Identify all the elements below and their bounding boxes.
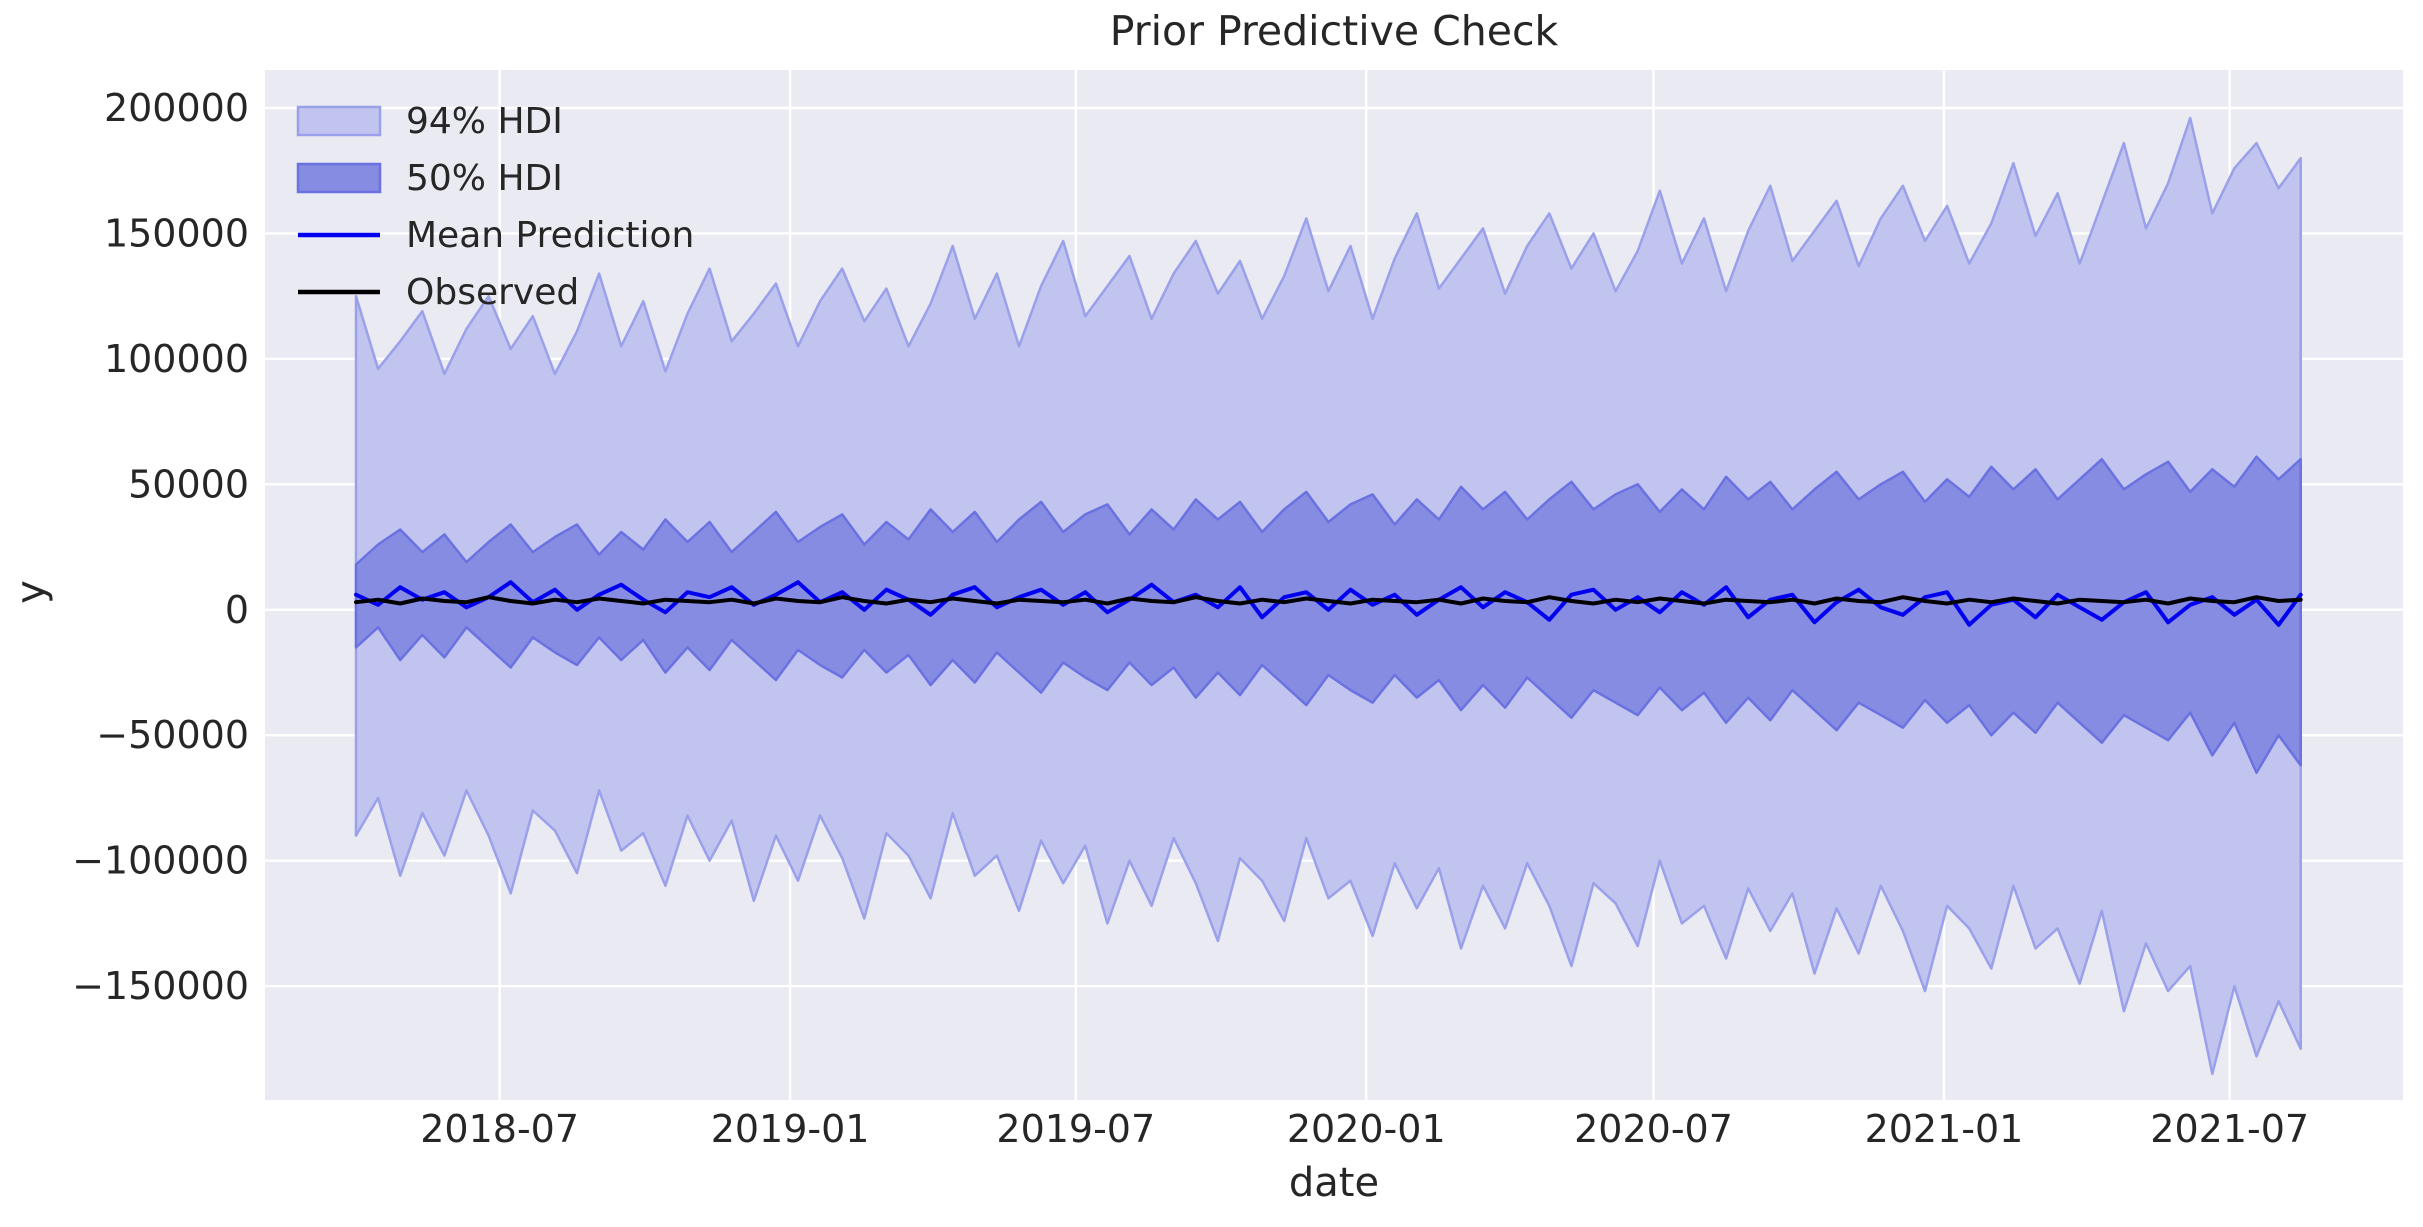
legend-item: Mean Prediction (298, 215, 694, 256)
x-axis-label: date (1289, 1160, 1379, 1206)
y-tick-label: 50000 (128, 462, 249, 506)
legend-label: 94% HDI (406, 101, 563, 142)
y-axis-label: y (8, 580, 54, 604)
hdi94-swatch (296, 105, 382, 137)
x-tick-label: 2019-01 (711, 1107, 870, 1151)
x-tick-label: 2021-01 (1865, 1107, 2024, 1151)
legend-item: 94% HDI (296, 101, 563, 142)
axis-tick-labels: 200000 150000 100000 50000 0 −50000 −100000 −15… (72, 86, 2309, 1151)
x-tick-label: 2021-07 (2150, 1107, 2309, 1151)
legend-label: 50% HDI (406, 158, 563, 199)
legend: 94% HDI 50% HDI Mean Prediction Observed (296, 101, 694, 313)
y-tick-label: −50000 (96, 713, 249, 757)
legend-item: 50% HDI (296, 158, 563, 199)
y-tick-label: −150000 (72, 964, 249, 1008)
x-tick-label: 2020-07 (1574, 1107, 1733, 1151)
x-tick-label: 2019-07 (996, 1107, 1155, 1151)
x-tick-label: 2018-07 (420, 1107, 579, 1151)
legend-label: Mean Prediction (406, 215, 694, 256)
plot-data (354, 116, 2303, 1076)
observed-line (354, 595, 2303, 606)
legend-label: Observed (406, 272, 579, 313)
hdi50-swatch (296, 162, 382, 194)
hdi50-band (354, 455, 2302, 775)
legend-item: Observed (298, 272, 579, 313)
y-tick-label: 150000 (104, 211, 249, 255)
y-tick-label: 100000 (104, 337, 249, 381)
chart-title: Prior Predictive Check (1110, 7, 1559, 55)
x-tick-label: 2020-01 (1287, 1107, 1446, 1151)
y-tick-label: −100000 (72, 839, 249, 883)
y-tick-label: 200000 (104, 86, 249, 130)
y-tick-label: 0 (225, 588, 249, 632)
